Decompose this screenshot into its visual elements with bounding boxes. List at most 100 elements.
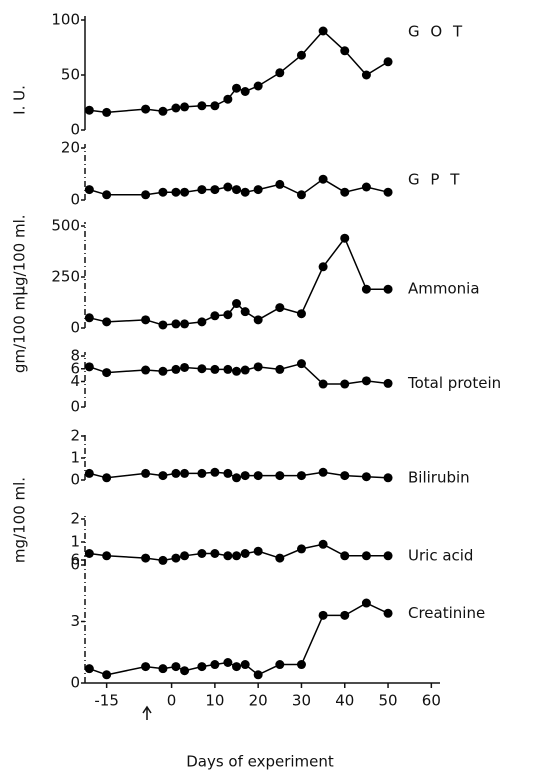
data-point [223, 364, 233, 374]
data-point [210, 660, 220, 670]
data-point [102, 368, 112, 378]
y-tick-label: 2 [70, 510, 80, 528]
data-point [102, 317, 112, 327]
data-point [253, 315, 263, 325]
data-point [361, 70, 371, 80]
data-point [180, 187, 190, 197]
data-point [171, 187, 181, 197]
data-point [361, 472, 371, 482]
data-point [223, 468, 233, 478]
data-point [180, 551, 190, 561]
data-point [340, 471, 350, 481]
data-point [318, 379, 328, 389]
data-point [171, 468, 181, 478]
data-point [275, 553, 285, 563]
data-line [89, 236, 389, 326]
data-point [197, 662, 207, 672]
data-point [383, 57, 393, 67]
data-point [141, 662, 151, 672]
x-tick-label: 50 [379, 692, 398, 710]
data-point [361, 182, 371, 192]
data-point [171, 662, 181, 672]
data-point [383, 608, 393, 618]
data-point [223, 94, 233, 104]
data-point [84, 313, 94, 323]
data-point [141, 468, 151, 478]
data-point [253, 362, 263, 372]
x-tick-label: 40 [335, 692, 354, 710]
data-point [84, 362, 94, 372]
data-point [361, 551, 371, 561]
y-tick-label: 1 [70, 533, 80, 551]
data-point [383, 187, 393, 197]
data-point [141, 553, 151, 563]
data-point [158, 320, 168, 330]
data-point [210, 364, 220, 374]
data-point [210, 101, 220, 111]
data-point [197, 468, 207, 478]
data-point [232, 551, 242, 561]
data-point [210, 467, 220, 477]
data-point [171, 364, 181, 374]
data-point [383, 473, 393, 483]
data-point [158, 664, 168, 674]
data-point [361, 284, 371, 294]
x-tick-label: 20 [249, 692, 268, 710]
y-tick-label: 6 [70, 551, 80, 569]
data-point [240, 365, 250, 375]
data-point [253, 81, 263, 91]
y-tick-label: 50 [61, 66, 80, 84]
panel-label: G P T [408, 171, 462, 189]
data-point [102, 190, 112, 200]
panel-label: Uric acid [408, 546, 473, 564]
data-point [158, 187, 168, 197]
data-point [275, 179, 285, 189]
y-tick-label: 1 [70, 449, 80, 467]
data-point [210, 549, 220, 558]
y-axis-label: µg/100 ml. [11, 214, 29, 295]
data-point [141, 365, 151, 375]
data-point [296, 359, 306, 369]
data-point [158, 555, 168, 565]
data-point [318, 610, 328, 620]
data-point [84, 468, 94, 478]
data-point [318, 467, 328, 477]
data-line [89, 29, 389, 114]
data-point [340, 233, 350, 243]
data-point [171, 103, 181, 113]
data-point [240, 471, 250, 481]
panel-label: Ammonia [408, 280, 480, 298]
data-point [383, 551, 393, 561]
data-point [240, 660, 250, 670]
y-tick-label: 4 [70, 372, 80, 390]
data-point [232, 662, 242, 672]
data-point [296, 50, 306, 60]
y-tick-label: 250 [51, 268, 80, 286]
data-point [223, 310, 233, 320]
data-point [171, 553, 181, 563]
data-point [318, 26, 328, 36]
data-point [84, 105, 94, 115]
y-tick-label: 20 [61, 139, 80, 157]
data-point [232, 83, 242, 93]
data-point [340, 46, 350, 56]
panel-label: Creatinine [408, 604, 485, 622]
y-tick-label: 8 [70, 347, 80, 365]
data-point [340, 379, 350, 389]
data-point [171, 319, 181, 329]
data-point [318, 539, 328, 549]
data-point [197, 317, 207, 327]
data-point [340, 610, 350, 620]
data-point [232, 299, 242, 309]
data-point [253, 670, 263, 680]
data-point [84, 549, 94, 558]
data-point [383, 284, 393, 294]
data-point [240, 187, 250, 197]
data-point [296, 544, 306, 554]
y-tick-label: 100 [51, 11, 80, 29]
y-tick-label: 0 [70, 471, 80, 489]
data-point [102, 473, 112, 483]
data-point [232, 366, 242, 376]
data-point [141, 315, 151, 325]
